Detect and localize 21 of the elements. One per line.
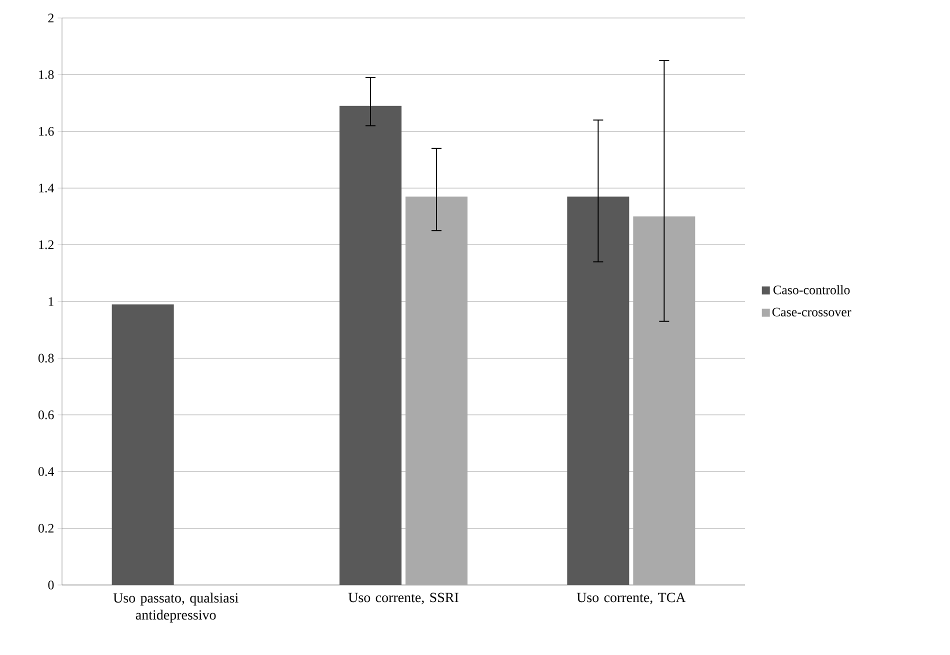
y-tick-label: 1.2 <box>39 240 54 250</box>
y-tick-label: 1.4 <box>39 184 54 192</box>
y-tick-label: 0.4 <box>38 467 54 476</box>
legend-label: Case-crossover <box>772 308 852 316</box>
bar <box>112 304 174 585</box>
bar <box>633 216 696 585</box>
y-tick-label: 1.6 <box>39 126 54 136</box>
y-tick-label: 1.8 <box>39 70 54 80</box>
y-tick-label: 0.8 <box>38 354 54 363</box>
y-tick-label: 0.2 <box>38 524 54 533</box>
bar <box>340 106 402 585</box>
y-tick-label: 0.6 <box>38 410 54 420</box>
y-tick-label: 2 <box>48 14 54 22</box>
legend-label: Caso-controllo <box>773 285 850 294</box>
bar <box>567 196 630 585</box>
bar <box>406 196 468 585</box>
x-tick-label: Uso passato, qualsiasi antidepressivo <box>113 592 238 622</box>
y-tick-label: 1 <box>48 297 54 306</box>
x-tick-label: Uso corrente, SSRI <box>348 592 458 604</box>
x-tick-label: Uso corrente, TCA <box>576 592 686 604</box>
y-tick-label: 0 <box>48 580 54 590</box>
